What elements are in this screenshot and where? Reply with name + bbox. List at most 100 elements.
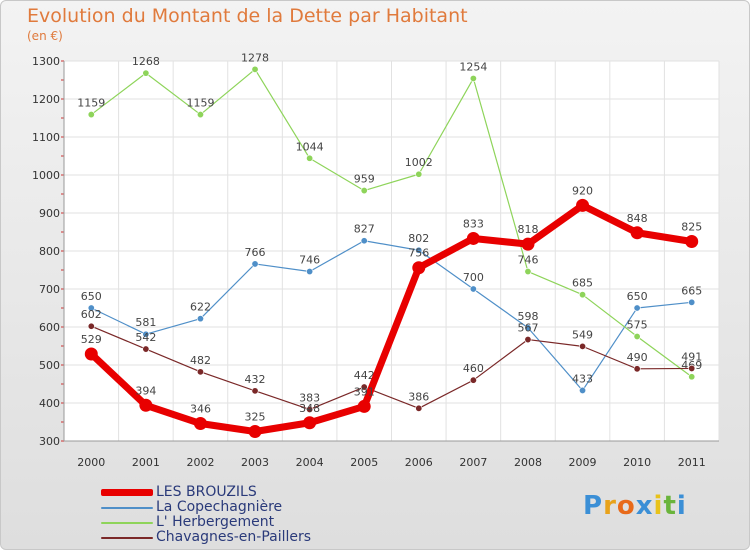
data-point xyxy=(688,298,696,306)
logo-letter: i xyxy=(676,491,687,521)
data-label: 848 xyxy=(627,212,648,225)
data-point xyxy=(633,332,641,340)
data-label: 920 xyxy=(572,184,593,197)
data-label: 442 xyxy=(354,369,375,382)
data-label: 650 xyxy=(627,290,648,303)
data-point xyxy=(469,74,477,82)
data-point xyxy=(196,315,204,323)
data-point xyxy=(524,268,532,276)
data-point xyxy=(469,285,477,293)
data-point xyxy=(521,237,535,251)
data-point xyxy=(142,69,150,77)
data-point xyxy=(633,365,641,373)
series-line-2 xyxy=(90,68,693,378)
data-point xyxy=(142,330,150,338)
data-label: 827 xyxy=(354,223,375,236)
y-tick-label: 600 xyxy=(39,321,60,334)
y-tick-label: 800 xyxy=(39,245,60,258)
y-tick-label: 300 xyxy=(39,435,60,448)
data-label: 1159 xyxy=(186,97,214,110)
data-label: 575 xyxy=(627,319,648,332)
x-tick-label: 2009 xyxy=(569,456,597,469)
data-point xyxy=(360,187,368,195)
data-point xyxy=(196,368,204,376)
y-tick-label: 1200 xyxy=(32,93,60,106)
chart-subtitle: (en €) xyxy=(27,29,63,43)
logo-letter: i xyxy=(653,491,664,521)
data-label: 1278 xyxy=(241,51,269,64)
series-line-0 xyxy=(87,201,696,435)
legend-swatch xyxy=(101,522,153,524)
data-point xyxy=(193,417,207,431)
data-label: 1268 xyxy=(132,55,160,68)
y-tick-label: 900 xyxy=(39,207,60,220)
data-point xyxy=(579,386,587,394)
data-point xyxy=(630,226,644,240)
data-label: 394 xyxy=(135,384,156,397)
legend-label: LES BROUZILS xyxy=(156,484,257,500)
y-tick-label: 1100 xyxy=(32,131,60,144)
logo-letter: P xyxy=(583,491,604,521)
data-point xyxy=(248,425,262,438)
data-label: 746 xyxy=(299,254,320,267)
data-point xyxy=(576,198,590,212)
data-point xyxy=(633,304,641,312)
data-point xyxy=(251,260,259,268)
data-point xyxy=(306,268,314,276)
x-tick-label: 2000 xyxy=(77,456,105,469)
data-label: 386 xyxy=(408,390,429,403)
data-label: 1254 xyxy=(459,60,487,73)
data-label: 581 xyxy=(135,316,156,329)
data-label: 383 xyxy=(299,391,320,404)
x-tick-label: 2008 xyxy=(514,456,542,469)
data-point xyxy=(415,170,423,178)
data-point xyxy=(251,65,259,73)
data-label: 491 xyxy=(681,350,702,363)
x-tick-label: 2010 xyxy=(623,456,651,469)
data-point xyxy=(142,345,150,353)
logo-letter: o xyxy=(616,491,636,521)
data-point xyxy=(688,364,696,372)
data-point xyxy=(579,291,587,299)
data-point xyxy=(685,235,699,248)
data-label: 542 xyxy=(135,331,156,344)
data-label: 766 xyxy=(245,246,266,259)
legend-swatch xyxy=(101,489,153,496)
data-point xyxy=(579,342,587,350)
y-tick-label: 1000 xyxy=(32,169,60,182)
data-point xyxy=(415,246,423,254)
data-point xyxy=(524,324,532,332)
data-label: 685 xyxy=(572,277,593,290)
data-point xyxy=(415,404,423,412)
data-label: 756 xyxy=(408,247,429,260)
x-tick-label: 2003 xyxy=(241,456,269,469)
data-point xyxy=(139,398,153,412)
x-tick-label: 2011 xyxy=(678,456,706,469)
data-label: 529 xyxy=(81,333,102,346)
data-point xyxy=(87,111,95,119)
legend-label: Chavagnes-en-Paillers xyxy=(156,529,312,545)
series-line-3 xyxy=(90,325,693,411)
data-point xyxy=(360,237,368,245)
x-tick-label: 2006 xyxy=(405,456,433,469)
data-point xyxy=(412,261,426,275)
data-point xyxy=(196,111,204,119)
data-point xyxy=(688,373,696,381)
legend-label: La Copechagnière xyxy=(156,499,283,515)
legend-label: L' Herbergement xyxy=(156,514,275,530)
data-point xyxy=(306,405,314,413)
logo-letter: t xyxy=(663,491,677,521)
data-label: 833 xyxy=(463,217,484,230)
data-label: 346 xyxy=(190,403,211,416)
data-point xyxy=(251,387,259,395)
legend-swatch xyxy=(101,537,153,539)
data-label: 432 xyxy=(245,373,266,386)
data-label: 433 xyxy=(572,372,593,385)
data-label: 665 xyxy=(681,284,702,297)
data-point xyxy=(524,336,532,344)
data-label: 700 xyxy=(463,271,484,284)
data-point xyxy=(84,347,98,361)
y-tick-label: 1300 xyxy=(32,55,60,68)
